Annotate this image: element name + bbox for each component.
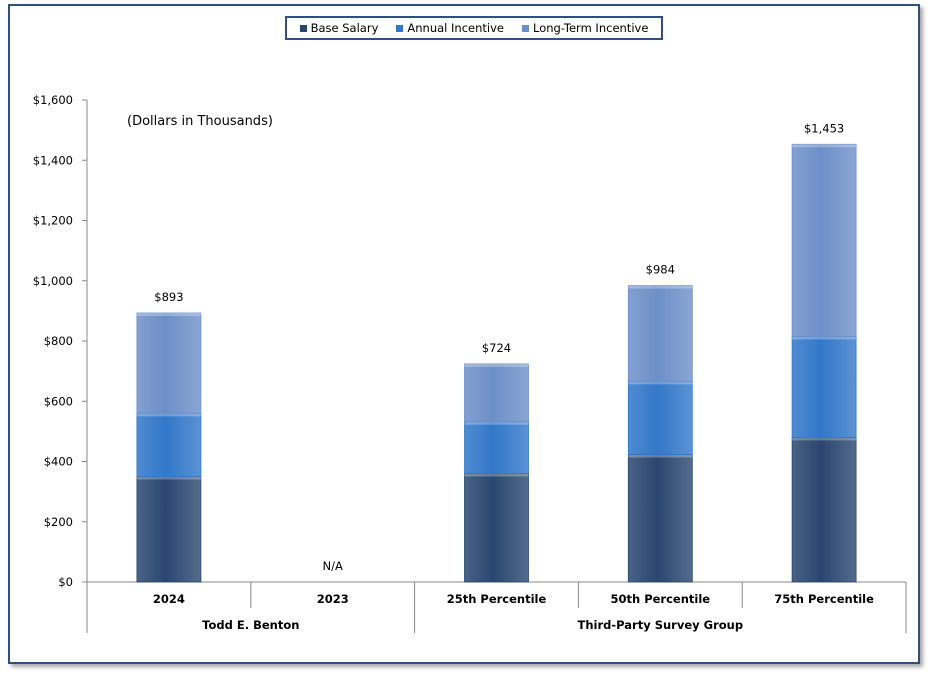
bar-segment-highlight [792,144,857,148]
bar-segment-annual-incentive [627,380,693,455]
legend-label-base-salary: Base Salary [310,21,379,35]
y-tick-label: $600 [44,394,73,408]
y-tick-label: $200 [44,515,73,529]
x-group-label: Todd E. Benton [202,618,299,632]
bar-total-label: $893 [154,290,183,304]
bar-segment-annual-incentive [791,336,857,438]
x-group-label: Third-Party Survey Group [578,618,744,632]
bar-segment-base-salary [464,473,529,583]
x-category-label: 75th Percentile [774,592,874,606]
y-tick-label: $1,600 [33,93,73,107]
bar-segment-long-term-incentive [627,285,693,382]
y-tick-label: $1,000 [33,274,73,288]
bar-segment-highlight [792,336,857,340]
bar-segment-highlight [136,476,201,480]
legend-swatch-annual-incentive [396,24,404,32]
bar-total-label: $984 [646,263,675,277]
bar-segment-highlight [464,473,529,477]
bar-segment-base-salary [627,454,693,583]
bar-segment-annual-incentive [136,412,202,477]
y-tick-label: $0 [58,575,73,589]
bar-segment-highlight [792,437,857,441]
bar-segment-annual-incentive [464,421,529,474]
legend-item-annual-incentive: Annual Incentive [396,21,504,35]
chart-legend: Base Salary Annual Incentive Long-Term I… [285,16,663,40]
bar-segment-long-term-incentive [136,312,202,414]
legend-item-long-term-incentive: Long-Term Incentive [521,21,649,35]
bar-segment-highlight [464,363,529,367]
x-category-label: 50th Percentile [611,592,711,606]
x-category-label: 2024 [153,592,185,606]
bar-segment-highlight [628,381,693,385]
chart-frame: $0 $200 $400 $600 $800 $1,000 $1,200 $1,400 $1,6… [8,4,920,664]
y-tick-label: $1,400 [33,153,73,167]
y-tick-label: $1,200 [33,214,73,228]
bar-segment-base-salary [136,476,202,583]
bar-segment-long-term-incentive [791,143,857,337]
x-category-label: 25th Percentile [447,592,547,606]
bar-segment-highlight [136,413,201,417]
bar-segment-highlight [628,454,693,458]
bar-total-label: $724 [482,341,511,355]
y-tick-label: $400 [44,455,73,469]
bar-total-label: N/A [323,559,343,573]
bar-segment-highlight [628,285,693,289]
x-category-label: 2023 [317,592,349,606]
legend-swatch-long-term-incentive [521,24,529,32]
legend-swatch-base-salary [299,24,307,32]
legend-label-long-term-incentive: Long-Term Incentive [532,21,649,35]
units-annotation: (Dollars in Thousands) [127,114,273,129]
legend-item-base-salary: Base Salary [299,21,379,35]
y-tick-label: $800 [44,334,73,348]
stacked-bar-chart: $0 $200 $400 $600 $800 $1,000 $1,200 $1,400 $1,6… [33,93,907,633]
bar-segment-long-term-incentive [464,363,529,423]
bar-segment-base-salary [791,436,857,583]
bar-segment-highlight [136,312,201,316]
bar-total-label: $1,453 [804,121,844,135]
bar-segment-highlight [464,421,529,425]
legend-label-annual-incentive: Annual Incentive [407,21,504,35]
